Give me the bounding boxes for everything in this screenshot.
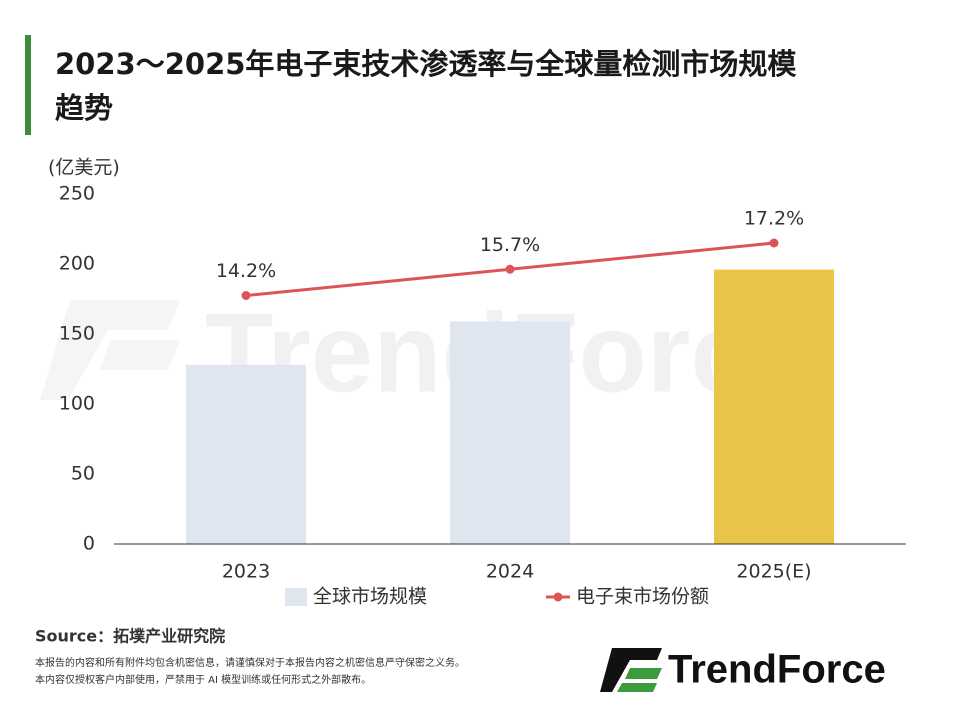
x-tick-label: 2024 xyxy=(486,561,534,583)
bar xyxy=(186,364,306,544)
y-tick-label: 0 xyxy=(83,533,95,555)
y-tick-label: 250 xyxy=(59,183,95,205)
legend-label: 电子束市场份额 xyxy=(576,586,709,608)
legend-label: 全球市场规模 xyxy=(313,586,427,608)
line-point xyxy=(505,264,515,274)
disclaimer: 本内容仅授权客户内部使用，严禁用于 AI 模型训练或任何形式之外部散布。 xyxy=(35,673,371,686)
bar xyxy=(714,269,834,544)
data-label: 15.7% xyxy=(480,234,540,256)
legend-swatch xyxy=(553,592,563,602)
logo-text: TrendForce xyxy=(668,648,886,692)
watermark: TrendForce xyxy=(40,291,815,416)
y-tick-label: 200 xyxy=(59,253,95,275)
chart-title: 趋势 xyxy=(55,91,113,125)
source: Source：拓墣产业研究院 xyxy=(35,627,225,646)
x-tick-label: 2025(E) xyxy=(736,561,811,583)
disclaimer: 本报告的内容和所有附件均包含机密信息，请谨慎保对于本报告内容之机密信息严守保密之… xyxy=(35,656,465,669)
line-point xyxy=(769,238,779,248)
data-label: 17.2% xyxy=(744,208,804,230)
legend-swatch xyxy=(285,588,307,606)
line-point xyxy=(241,291,251,300)
chart-title: 2023～2025年电子束技术渗透率与全球量检测市场规模 xyxy=(55,47,797,81)
data-label: 14.2% xyxy=(216,260,276,282)
bar xyxy=(450,321,570,544)
title-accent xyxy=(25,35,31,135)
y-unit: (亿美元) xyxy=(48,157,120,179)
y-tick-label: 50 xyxy=(71,463,95,485)
logo-icon xyxy=(600,648,662,692)
y-tick-label: 150 xyxy=(59,323,95,345)
y-tick-label: 100 xyxy=(59,393,95,415)
x-tick-label: 2023 xyxy=(222,561,270,583)
